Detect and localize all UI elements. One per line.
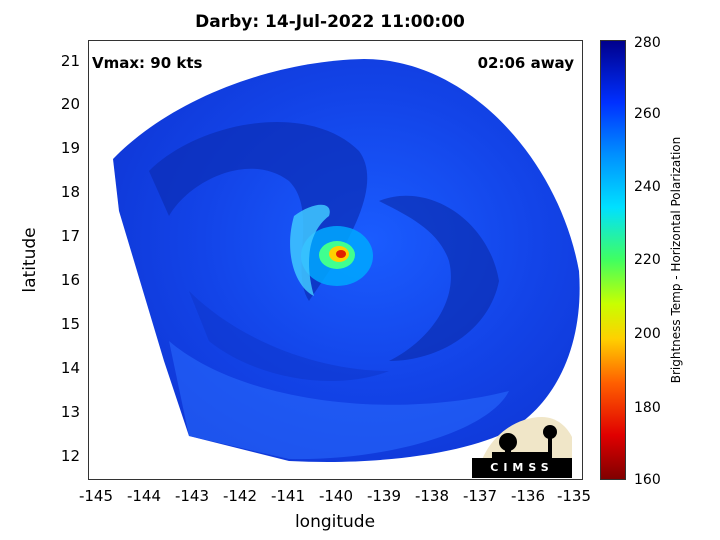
y-axis-label: latitude bbox=[20, 227, 40, 293]
y-tick: 12 bbox=[60, 447, 80, 465]
vmax-label: Vmax: 90 kts bbox=[92, 54, 203, 72]
eyewall-band bbox=[290, 204, 330, 296]
colorbar-tick: 240 bbox=[634, 179, 661, 195]
x-tick: -141 bbox=[270, 487, 306, 505]
colorbar-tick: 160 bbox=[634, 472, 661, 488]
y-tick: 16 bbox=[60, 271, 80, 289]
y-tick: 19 bbox=[60, 139, 80, 157]
x-tick: -144 bbox=[126, 487, 162, 505]
x-tick: -138 bbox=[414, 487, 450, 505]
x-tick: -140 bbox=[318, 487, 354, 505]
rainband bbox=[189, 291, 389, 381]
colorbar-tick: 280 bbox=[634, 35, 661, 51]
x-tick: -139 bbox=[366, 487, 402, 505]
y-tick: 17 bbox=[60, 227, 80, 245]
colorbar bbox=[600, 40, 626, 480]
y-tick: 13 bbox=[60, 403, 80, 421]
x-tick: -135 bbox=[556, 487, 592, 505]
map-plot-area bbox=[88, 40, 583, 480]
x-tick: -145 bbox=[78, 487, 114, 505]
y-tick: 15 bbox=[60, 315, 80, 333]
logo-text: CIMSS bbox=[490, 461, 554, 474]
x-axis-label: longitude bbox=[294, 512, 376, 532]
colorbar-tick: 260 bbox=[634, 106, 661, 122]
outer-cloud bbox=[169, 341, 509, 460]
x-tick: -137 bbox=[462, 487, 498, 505]
microwave-image bbox=[113, 59, 580, 462]
colorbar-tick: 200 bbox=[634, 326, 661, 342]
y-tick: 14 bbox=[60, 359, 80, 377]
colorbar-tick: 180 bbox=[634, 400, 661, 416]
colorbar-tick: 220 bbox=[634, 252, 661, 268]
y-tick: 21 bbox=[60, 52, 80, 70]
chart-title: Darby: 14-Jul-2022 11:00:00 bbox=[195, 12, 465, 32]
y-tick: 18 bbox=[60, 183, 80, 201]
x-tick: -142 bbox=[222, 487, 258, 505]
colorbar-label: Brightness Temp - Horizontal Polarizatio… bbox=[669, 136, 683, 384]
eyewall-hot bbox=[336, 250, 346, 258]
y-tick: 20 bbox=[60, 95, 80, 113]
time-away-label: 02:06 away bbox=[477, 54, 574, 72]
cimss-logo: CIMSS bbox=[472, 412, 572, 478]
x-tick: -143 bbox=[174, 487, 210, 505]
rainband bbox=[379, 195, 499, 361]
x-tick: -136 bbox=[510, 487, 546, 505]
